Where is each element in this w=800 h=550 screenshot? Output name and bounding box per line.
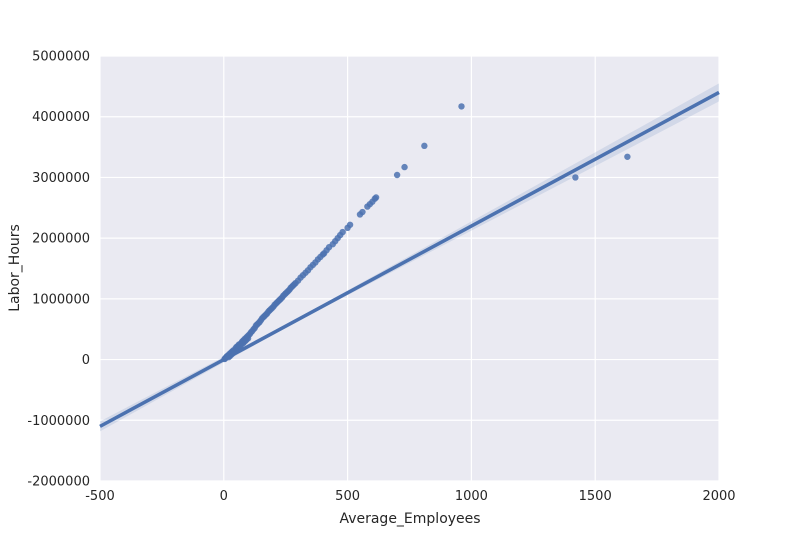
x-tick-label: 1500 <box>579 489 612 504</box>
x-tick-label: 500 <box>335 489 360 504</box>
y-tick-label: 1000000 <box>32 292 90 307</box>
data-point <box>359 208 366 216</box>
y-tick-label: -2000000 <box>27 475 90 490</box>
x-tick-label: -500 <box>85 489 115 504</box>
plot-background <box>100 56 719 481</box>
x-tick-label: 2000 <box>702 489 735 504</box>
y-tick-label: 5000000 <box>32 50 90 65</box>
data-point <box>458 103 465 110</box>
y-tick-label: -1000000 <box>27 414 90 429</box>
data-point <box>572 174 579 181</box>
data-point <box>372 194 380 201</box>
y-tick-label: 0 <box>82 353 90 368</box>
data-point <box>393 171 401 179</box>
y-tick-label: 3000000 <box>32 171 90 186</box>
regression-line <box>99 90 720 428</box>
y-tick-labels: 5000000 4000000 3000000 2000000 1000000 0 -100… <box>27 50 90 490</box>
data-point <box>339 228 346 236</box>
data-point <box>346 221 354 228</box>
data-point <box>401 163 408 171</box>
data-point <box>421 142 428 150</box>
x-tick-labels: -500 0 500 1000 1500 2000 <box>85 489 735 504</box>
x-tick-label: 1000 <box>455 489 488 504</box>
grid-lines <box>99 55 720 482</box>
y-tick-label: 2000000 <box>32 232 90 247</box>
y-axis-label: Labor_Hours <box>7 224 23 312</box>
x-axis-label: Average_Employees <box>339 511 480 527</box>
x-tick-label: 0 <box>220 489 228 504</box>
data-point <box>624 153 631 160</box>
y-tick-label: 4000000 <box>32 110 90 125</box>
